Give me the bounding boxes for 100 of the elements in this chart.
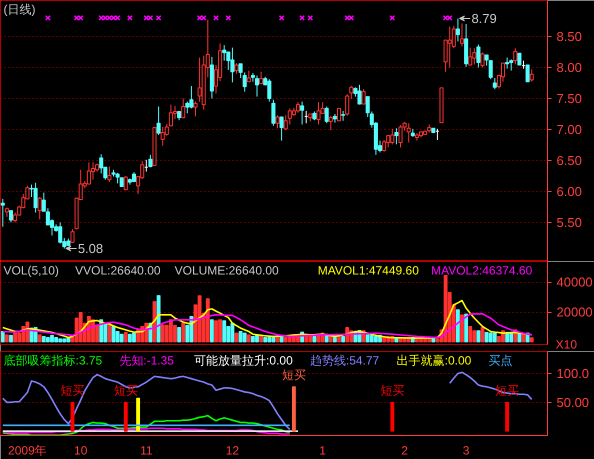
y-axis-title: X10 [556, 338, 578, 352]
bar [136, 398, 140, 432]
bar [222, 320, 226, 342]
data-label: 短买 [282, 368, 306, 382]
bar [312, 336, 316, 342]
x-tick-label: 2009年 [8, 444, 47, 458]
candlestick [300, 101, 304, 125]
y-tick-label: 5.50 [556, 214, 582, 230]
bar [263, 336, 268, 342]
candlestick [222, 44, 226, 62]
candlestick [34, 182, 38, 214]
text: 先知:-1.35 [119, 354, 174, 368]
bar [234, 332, 238, 342]
text: 底部吸筹指标:3.75 [4, 354, 103, 368]
bar [292, 386, 296, 432]
candlestick [210, 56, 214, 99]
x-tick-label: 11 [140, 444, 153, 458]
text: 可能放量拉升:0.00 [194, 354, 294, 368]
y-tick-label: 50.00 [556, 394, 590, 410]
bar [214, 320, 218, 342]
bar [246, 334, 251, 342]
candlestick [202, 55, 206, 110]
bar [370, 334, 374, 342]
bar [456, 309, 460, 342]
candlestick [181, 98, 186, 118]
candlestick [198, 57, 202, 102]
bar [160, 324, 165, 342]
x-tick-label: 2 [401, 444, 408, 458]
bar [382, 336, 386, 342]
chart-title: VOL(5,10) [4, 264, 59, 278]
bar [9, 334, 13, 342]
bar [62, 338, 66, 342]
bar [505, 402, 510, 432]
bar [444, 275, 448, 342]
x-tick-label: 1 [319, 444, 326, 458]
bar [292, 336, 296, 342]
bar [390, 402, 394, 432]
bar [128, 334, 132, 342]
bar [152, 301, 156, 342]
candlestick [230, 47, 234, 83]
bar [460, 314, 464, 342]
bar [120, 334, 124, 342]
data-label: 短买 [60, 383, 84, 398]
text: MAVOL1:47449.60 [318, 264, 420, 278]
y-tick-label: 8.50 [556, 28, 582, 44]
x-tick-label: 10 [74, 444, 88, 458]
bar [488, 332, 493, 342]
y-tick-label: 6.00 [556, 184, 582, 199]
bar [46, 336, 50, 342]
bar [267, 336, 272, 342]
annotation: VVOL:26640.00 [75, 264, 161, 278]
y-tick-label: 7.00 [556, 122, 582, 137]
bar [250, 336, 255, 342]
text: MAVOL2:46374.60 [431, 264, 533, 278]
bar [50, 334, 54, 342]
bar [366, 334, 370, 342]
candlestick [448, 26, 452, 68]
bar [124, 402, 128, 432]
bar [70, 402, 74, 432]
bar [124, 332, 128, 342]
text: 买点 [488, 354, 512, 368]
bar [280, 336, 284, 342]
bar [13, 332, 18, 342]
bar [242, 332, 247, 342]
bar [341, 336, 346, 342]
bar [42, 336, 46, 342]
bar [271, 336, 276, 342]
x-tick-label: 12 [226, 444, 240, 458]
bar [480, 327, 484, 342]
bar [198, 295, 202, 342]
candlestick [464, 24, 468, 68]
bar [468, 326, 472, 342]
candlestick [316, 102, 321, 125]
bar [476, 330, 480, 342]
y-tick-label: 20000 [556, 304, 593, 320]
bar [374, 336, 378, 342]
bar [464, 314, 468, 342]
annotation: VOLUME:26640.00 [174, 264, 280, 278]
chart-title: (日线) [4, 2, 36, 16]
bar [230, 322, 234, 342]
bar [288, 336, 292, 342]
x-tick-label: 3 [462, 444, 470, 458]
y-tick-label: 8.00 [556, 60, 582, 75]
bar [530, 337, 534, 342]
bar [132, 332, 136, 342]
bar [332, 336, 337, 342]
bar [38, 334, 42, 342]
text: 趋势线:54.77 [310, 354, 380, 368]
y-tick-label: 100.0 [556, 366, 590, 382]
bar [427, 338, 432, 342]
bar [276, 336, 280, 342]
candlestick [168, 104, 173, 126]
bar [54, 336, 58, 342]
bar [177, 327, 182, 342]
bar [112, 326, 116, 342]
bar [522, 334, 526, 342]
bar [238, 331, 243, 342]
line-series [2, 313, 533, 338]
bar [181, 322, 186, 342]
bar [472, 330, 476, 342]
